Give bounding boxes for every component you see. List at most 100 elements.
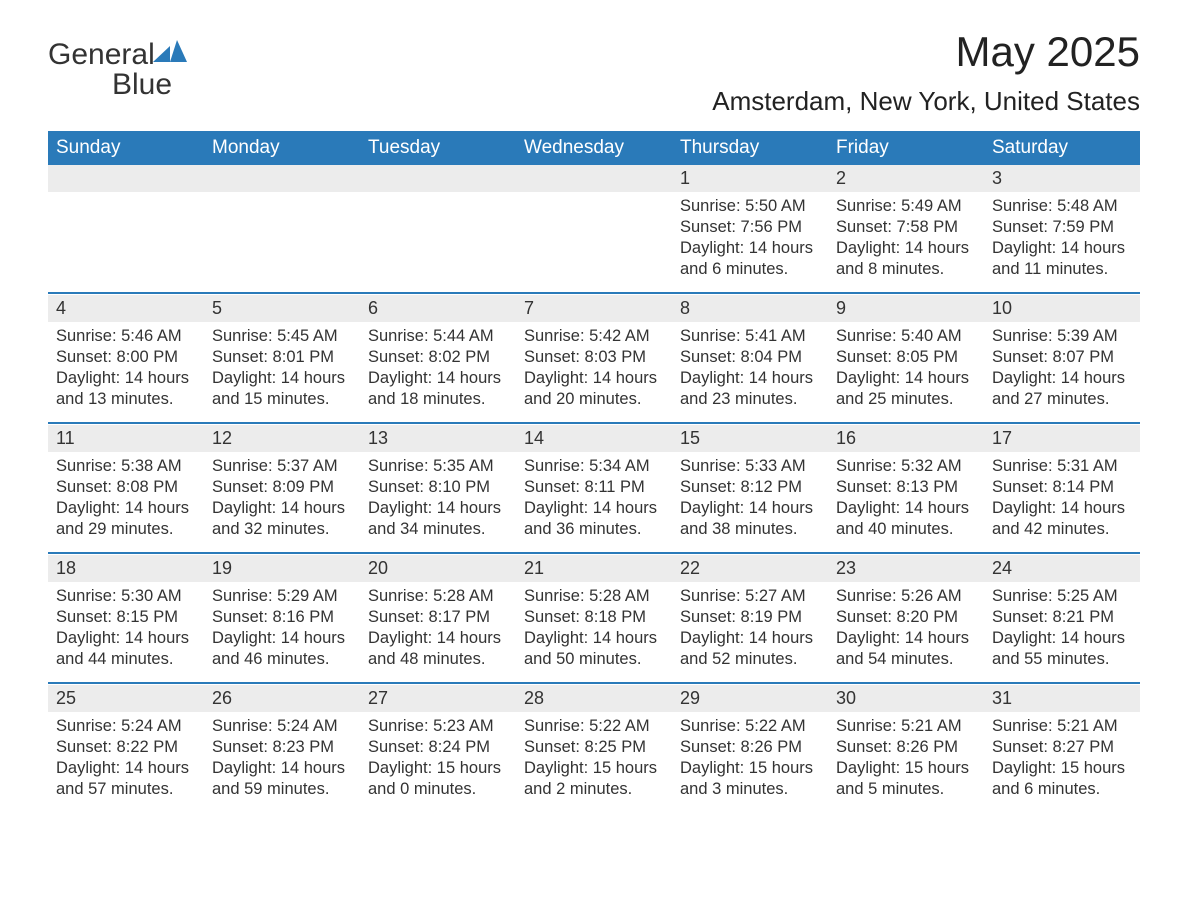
sunset: Sunset: 8:22 PM [56, 737, 196, 758]
sunrise-value: 5:30 AM [117, 587, 182, 605]
daylight: Daylight: 14 hours and 15 minutes. [212, 368, 352, 410]
daylight-label: Daylight: [56, 759, 120, 777]
calendar-week-row: 1Sunrise: 5:50 AMSunset: 7:56 PMDaylight… [48, 165, 1140, 293]
calendar-day-cell: 11Sunrise: 5:38 AMSunset: 8:08 PMDayligh… [48, 425, 204, 553]
day-data: Sunrise: 5:33 AMSunset: 8:12 PMDaylight:… [672, 452, 828, 546]
daylight-label: Daylight: [836, 369, 900, 387]
day-data: Sunrise: 5:22 AMSunset: 8:26 PMDaylight:… [672, 712, 828, 806]
sunrise-value: 5:44 AM [429, 327, 494, 345]
daylight-label: Daylight: [368, 499, 432, 517]
sunset-label: Sunset: [836, 348, 892, 366]
daylight: Daylight: 14 hours and 32 minutes. [212, 498, 352, 540]
sunset-label: Sunset: [212, 478, 268, 496]
sunset-value: 8:15 PM [112, 608, 178, 626]
brand-logo: General Blue [48, 28, 187, 100]
day-data: Sunrise: 5:24 AMSunset: 8:23 PMDaylight:… [204, 712, 360, 806]
sunrise: Sunrise: 5:32 AM [836, 456, 976, 477]
sunrise-label: Sunrise: [836, 327, 897, 345]
sunset-value: 8:19 PM [736, 608, 802, 626]
sunset: Sunset: 8:14 PM [992, 477, 1132, 498]
day-number: 15 [672, 425, 828, 452]
sunset-label: Sunset: [524, 478, 580, 496]
sunset: Sunset: 8:13 PM [836, 477, 976, 498]
sunrise-label: Sunrise: [368, 587, 429, 605]
calendar-day-cell: 3Sunrise: 5:48 AMSunset: 7:59 PMDaylight… [984, 165, 1140, 293]
day-number: 7 [516, 295, 672, 322]
daylight-label: Daylight: [836, 499, 900, 517]
sunset-value: 8:26 PM [892, 738, 958, 756]
sunset-label: Sunset: [524, 608, 580, 626]
weekday-header: Sunday [48, 131, 204, 165]
calendar-day-cell: 31Sunrise: 5:21 AMSunset: 8:27 PMDayligh… [984, 685, 1140, 813]
sunrise: Sunrise: 5:21 AM [836, 716, 976, 737]
sunset-label: Sunset: [56, 478, 112, 496]
daylight-label: Daylight: [56, 369, 120, 387]
sunset-value: 8:26 PM [736, 738, 802, 756]
daylight-label: Daylight: [56, 499, 120, 517]
day-number: 28 [516, 685, 672, 712]
sunset: Sunset: 8:10 PM [368, 477, 508, 498]
sunrise-value: 5:48 AM [1053, 197, 1118, 215]
sunset-value: 8:24 PM [424, 738, 490, 756]
sunrise: Sunrise: 5:33 AM [680, 456, 820, 477]
sunset-value: 8:14 PM [1048, 478, 1114, 496]
day-number: 31 [984, 685, 1140, 712]
day-number: 25 [48, 685, 204, 712]
sunset: Sunset: 8:21 PM [992, 607, 1132, 628]
sunrise: Sunrise: 5:42 AM [524, 326, 664, 347]
sunrise-value: 5:45 AM [273, 327, 338, 345]
weekday-header: Friday [828, 131, 984, 165]
calendar-week-row: 11Sunrise: 5:38 AMSunset: 8:08 PMDayligh… [48, 425, 1140, 553]
sunrise-label: Sunrise: [992, 457, 1053, 475]
sunset: Sunset: 7:58 PM [836, 217, 976, 238]
day-number: 2 [828, 165, 984, 192]
sunset: Sunset: 8:16 PM [212, 607, 352, 628]
daylight-label: Daylight: [524, 499, 588, 517]
daylight-label: Daylight: [368, 369, 432, 387]
calendar-day-cell: 14Sunrise: 5:34 AMSunset: 8:11 PMDayligh… [516, 425, 672, 553]
sunrise-label: Sunrise: [836, 197, 897, 215]
daylight: Daylight: 14 hours and 25 minutes. [836, 368, 976, 410]
daylight: Daylight: 14 hours and 50 minutes. [524, 628, 664, 670]
sunset-value: 8:22 PM [112, 738, 178, 756]
brand-mark-icon [153, 40, 187, 67]
day-data: Sunrise: 5:46 AMSunset: 8:00 PMDaylight:… [48, 322, 204, 416]
daylight: Daylight: 14 hours and 23 minutes. [680, 368, 820, 410]
daylight-label: Daylight: [992, 759, 1056, 777]
day-data: Sunrise: 5:39 AMSunset: 8:07 PMDaylight:… [984, 322, 1140, 416]
day-number: 10 [984, 295, 1140, 322]
calendar-day-cell: 30Sunrise: 5:21 AMSunset: 8:26 PMDayligh… [828, 685, 984, 813]
day-data: Sunrise: 5:48 AMSunset: 7:59 PMDaylight:… [984, 192, 1140, 286]
daylight-label: Daylight: [524, 369, 588, 387]
day-data: Sunrise: 5:23 AMSunset: 8:24 PMDaylight:… [360, 712, 516, 806]
sunrise: Sunrise: 5:48 AM [992, 196, 1132, 217]
sunrise: Sunrise: 5:25 AM [992, 586, 1132, 607]
sunrise-value: 5:25 AM [1053, 587, 1118, 605]
sunset-label: Sunset: [680, 738, 736, 756]
sunset-label: Sunset: [836, 608, 892, 626]
day-number: 27 [360, 685, 516, 712]
sunrise-value: 5:24 AM [273, 717, 338, 735]
sunrise-label: Sunrise: [56, 327, 117, 345]
daylight-label: Daylight: [56, 629, 120, 647]
daylight: Daylight: 14 hours and 57 minutes. [56, 758, 196, 800]
sunrise: Sunrise: 5:28 AM [524, 586, 664, 607]
daylight-label: Daylight: [524, 629, 588, 647]
sunset-label: Sunset: [368, 608, 424, 626]
sunrise-value: 5:46 AM [117, 327, 182, 345]
sunrise: Sunrise: 5:29 AM [212, 586, 352, 607]
daylight: Daylight: 14 hours and 55 minutes. [992, 628, 1132, 670]
sunset-label: Sunset: [992, 608, 1048, 626]
calendar-day-cell: 27Sunrise: 5:23 AMSunset: 8:24 PMDayligh… [360, 685, 516, 813]
sunset-value: 8:01 PM [268, 348, 334, 366]
calendar-day-cell: 20Sunrise: 5:28 AMSunset: 8:17 PMDayligh… [360, 555, 516, 683]
day-data: Sunrise: 5:30 AMSunset: 8:15 PMDaylight:… [48, 582, 204, 676]
day-number: 16 [828, 425, 984, 452]
daylight-label: Daylight: [212, 499, 276, 517]
daylight-label: Daylight: [836, 759, 900, 777]
day-data: Sunrise: 5:21 AMSunset: 8:27 PMDaylight:… [984, 712, 1140, 806]
weekday-header-row: SundayMondayTuesdayWednesdayThursdayFrid… [48, 131, 1140, 165]
sunset-label: Sunset: [56, 738, 112, 756]
sunset-value: 7:56 PM [736, 218, 802, 236]
sunset: Sunset: 8:09 PM [212, 477, 352, 498]
